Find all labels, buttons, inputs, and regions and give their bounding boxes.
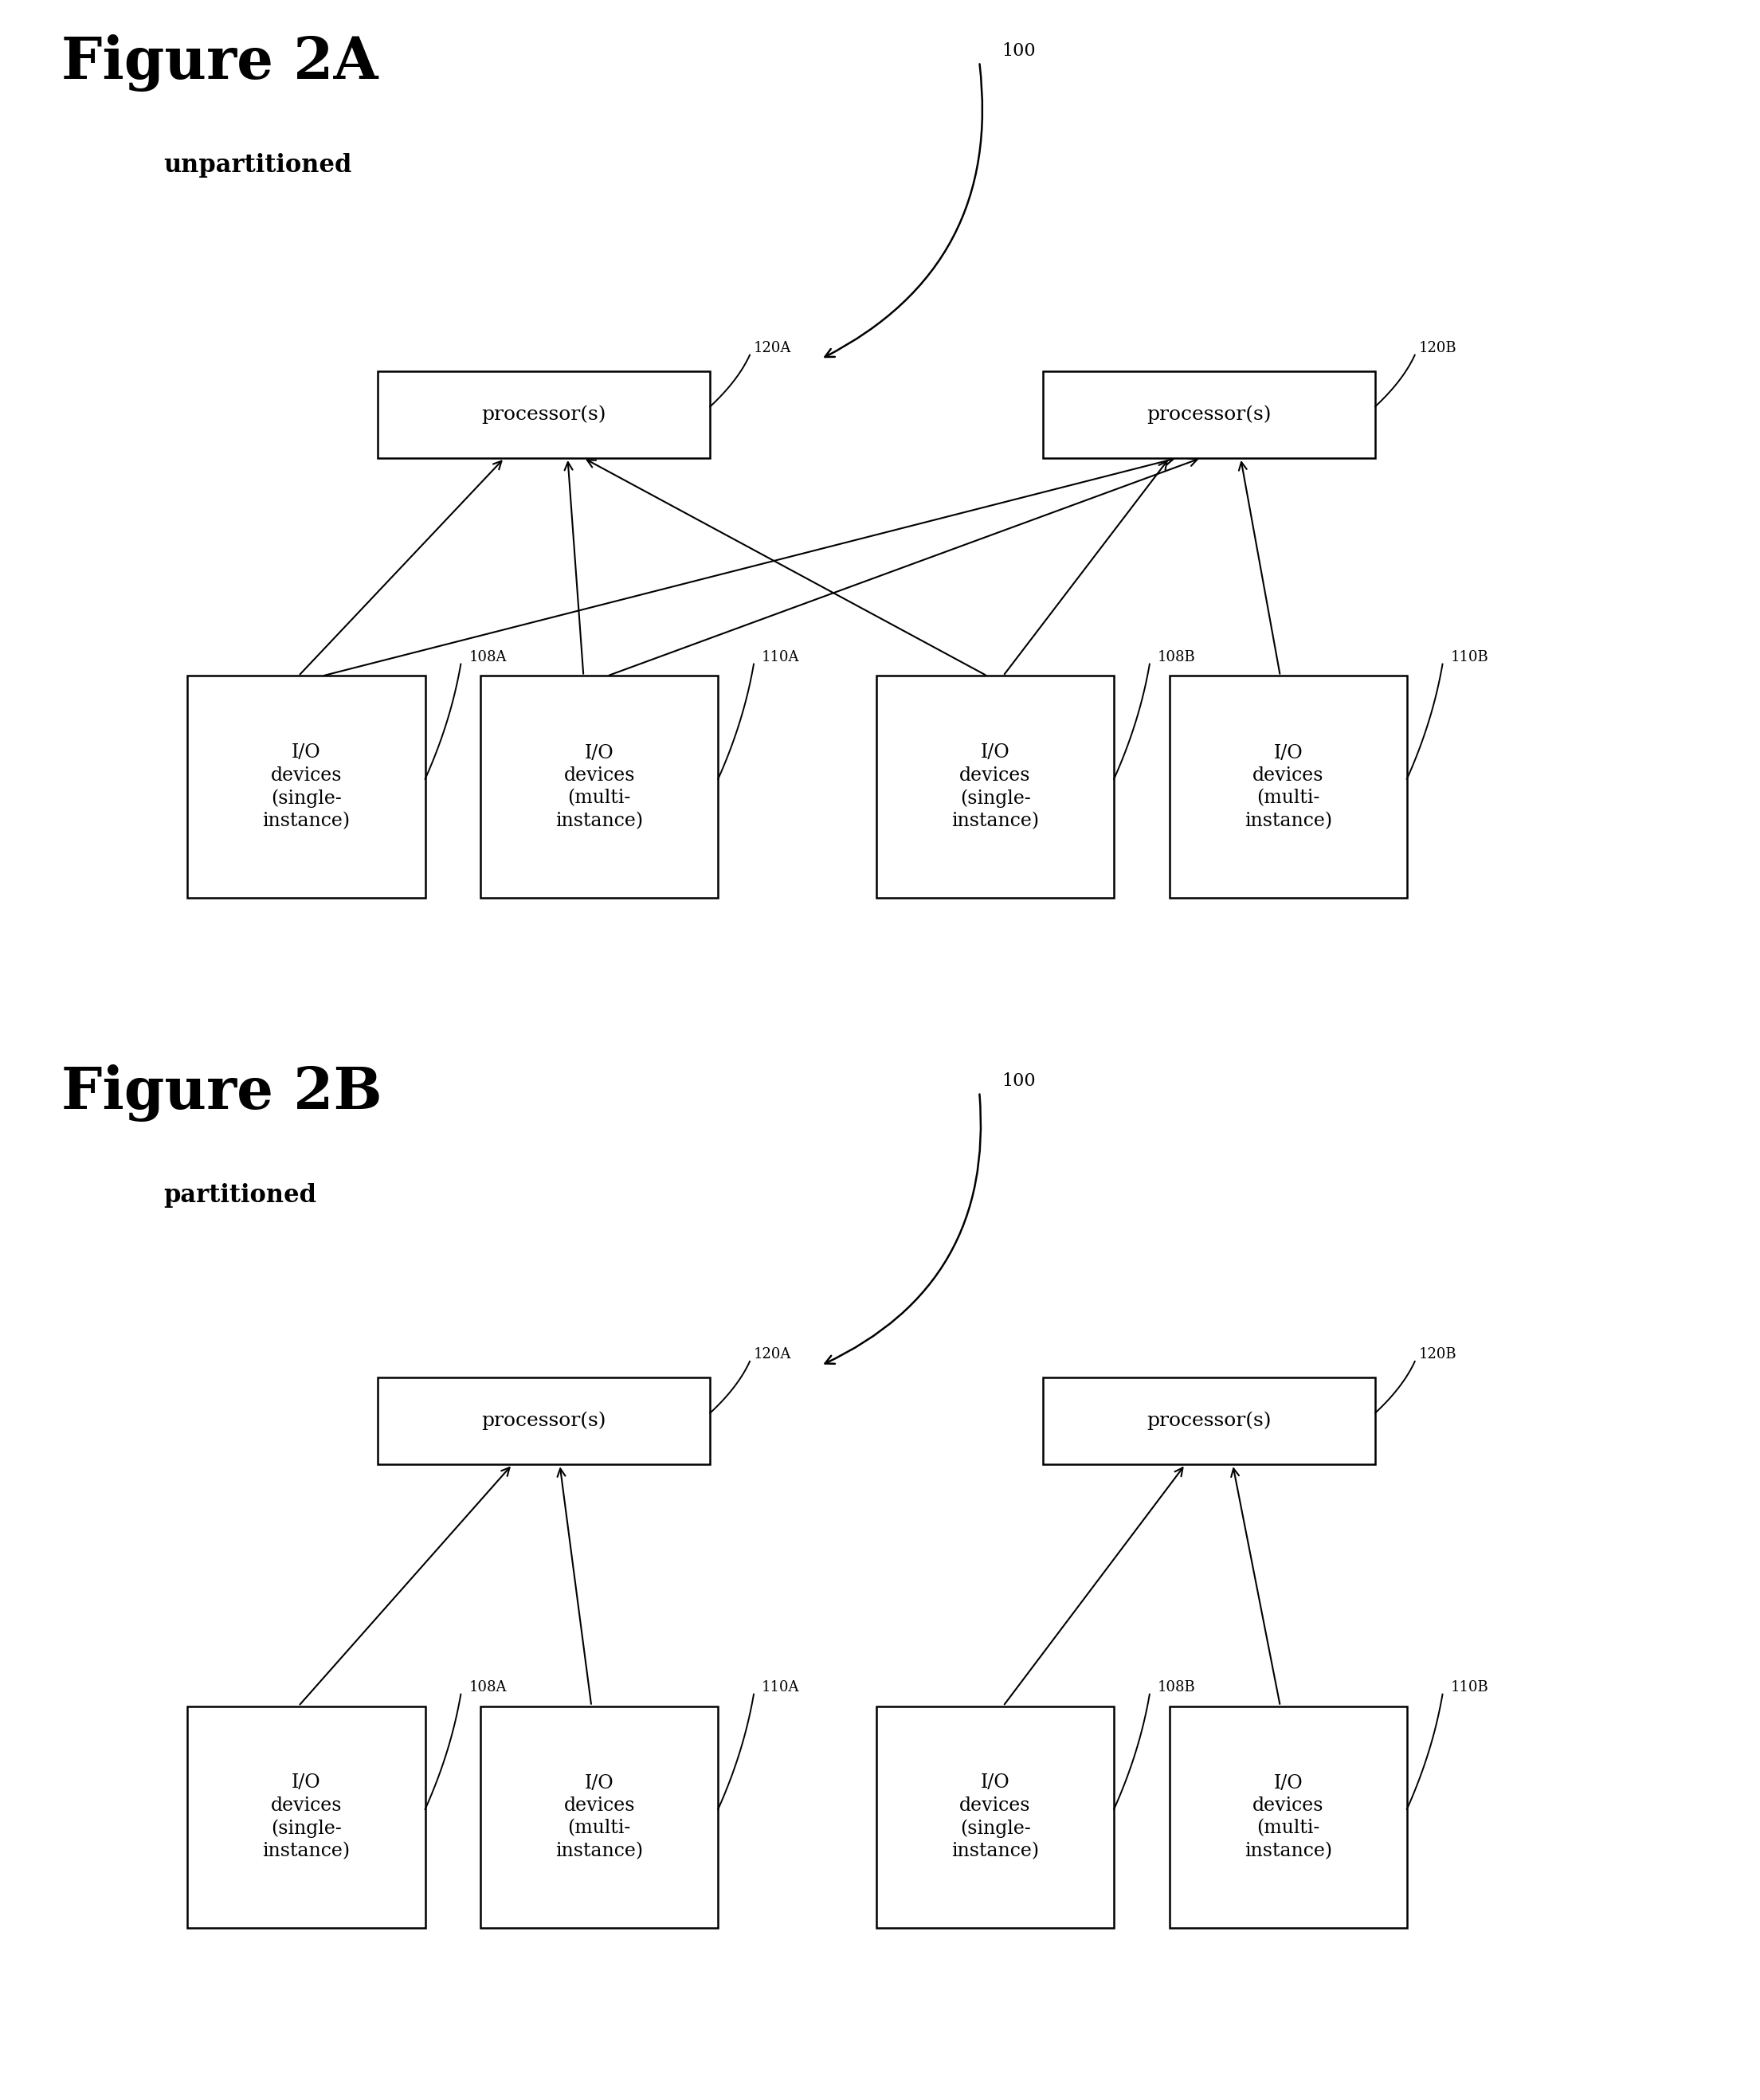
FancyBboxPatch shape: [1042, 372, 1375, 458]
Text: I/O
devices
(multi-
instance): I/O devices (multi- instance): [556, 743, 642, 830]
Text: 108A: 108A: [468, 649, 507, 664]
FancyBboxPatch shape: [480, 676, 718, 899]
Text: Figure 2A: Figure 2A: [62, 34, 378, 92]
FancyBboxPatch shape: [188, 676, 426, 899]
Text: 110A: 110A: [762, 649, 799, 664]
Text: unpartitioned: unpartitioned: [164, 153, 352, 179]
Text: Figure 2B: Figure 2B: [62, 1065, 382, 1121]
Text: 108A: 108A: [468, 1680, 507, 1695]
Text: I/O
devices
(multi-
instance): I/O devices (multi- instance): [556, 1774, 642, 1861]
Text: I/O
devices
(single-
instance): I/O devices (single- instance): [262, 1774, 350, 1861]
Text: 120A: 120A: [753, 340, 792, 355]
Text: 108B: 108B: [1158, 1680, 1195, 1695]
FancyBboxPatch shape: [1169, 1705, 1406, 1928]
Text: 120B: 120B: [1419, 340, 1457, 355]
Text: I/O
devices
(multi-
instance): I/O devices (multi- instance): [1244, 743, 1332, 830]
FancyArrowPatch shape: [825, 63, 982, 357]
FancyBboxPatch shape: [876, 1705, 1114, 1928]
Text: 110B: 110B: [1450, 649, 1489, 664]
Text: 110A: 110A: [762, 1680, 799, 1695]
Text: 110B: 110B: [1450, 1680, 1489, 1695]
FancyBboxPatch shape: [1169, 676, 1406, 899]
FancyBboxPatch shape: [378, 372, 711, 458]
Text: I/O
devices
(multi-
instance): I/O devices (multi- instance): [1244, 1774, 1332, 1861]
Text: 100: 100: [1001, 42, 1037, 59]
Text: I/O
devices
(single-
instance): I/O devices (single- instance): [262, 743, 350, 830]
Text: processor(s): processor(s): [482, 405, 605, 424]
Text: 108B: 108B: [1158, 649, 1195, 664]
Text: 100: 100: [1001, 1073, 1037, 1090]
FancyBboxPatch shape: [1042, 1378, 1375, 1464]
FancyBboxPatch shape: [876, 676, 1114, 899]
Text: processor(s): processor(s): [1146, 405, 1271, 424]
Text: I/O
devices
(single-
instance): I/O devices (single- instance): [952, 743, 1038, 830]
FancyBboxPatch shape: [480, 1705, 718, 1928]
Text: 120B: 120B: [1419, 1346, 1457, 1361]
Text: I/O
devices
(single-
instance): I/O devices (single- instance): [952, 1774, 1038, 1861]
Text: processor(s): processor(s): [482, 1411, 605, 1430]
FancyBboxPatch shape: [188, 1705, 426, 1928]
Text: processor(s): processor(s): [1146, 1411, 1271, 1430]
Text: 120A: 120A: [753, 1346, 792, 1361]
Text: partitioned: partitioned: [164, 1182, 317, 1207]
FancyBboxPatch shape: [378, 1378, 711, 1464]
FancyArrowPatch shape: [825, 1094, 980, 1363]
